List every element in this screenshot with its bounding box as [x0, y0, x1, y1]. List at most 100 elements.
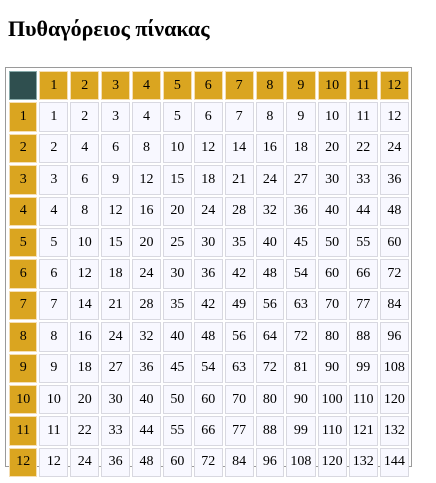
product-cell: 49	[224, 290, 254, 321]
product-cell: 30	[317, 165, 347, 195]
product-cell: 25	[162, 227, 192, 258]
product-cell: 50	[162, 384, 192, 415]
column-header: 6	[193, 71, 223, 101]
product-cell: 12	[132, 165, 161, 195]
product-cell: 88	[255, 416, 285, 446]
row-header: 8	[9, 322, 38, 352]
product-cell: 16	[70, 322, 100, 352]
product-cell: 36	[101, 447, 131, 478]
product-cell: 1	[39, 102, 69, 132]
multiplication-table: 1 2 3 4 5 6 7 8 9 10 11 12 1 1 2 3 4 5 6 7 8 9 10 11 12 2 2 4 6 8 10 12…	[7, 69, 411, 479]
product-cell: 24	[70, 447, 100, 478]
product-cell: 36	[379, 165, 409, 195]
product-cell: 54	[193, 353, 223, 383]
product-cell: 24	[255, 165, 285, 195]
product-cell: 24	[132, 259, 161, 289]
table-row: 8 8 16 24 32 40 48 56 64 72 80 88 96	[9, 322, 409, 352]
product-cell: 99	[348, 353, 378, 383]
product-cell: 6	[39, 259, 69, 289]
product-cell: 40	[255, 227, 285, 258]
product-cell: 11	[39, 416, 69, 446]
product-cell: 4	[39, 196, 69, 226]
column-header: 9	[286, 71, 316, 101]
product-cell: 60	[162, 447, 192, 478]
product-cell: 33	[101, 416, 131, 446]
product-cell: 100	[317, 384, 347, 415]
product-cell: 48	[132, 447, 161, 478]
product-cell: 8	[39, 322, 69, 352]
header-row: 1 2 3 4 5 6 7 8 9 10 11 12	[9, 71, 409, 101]
product-cell: 30	[162, 259, 192, 289]
row-header: 12	[9, 447, 38, 478]
product-cell: 20	[132, 227, 161, 258]
product-cell: 5	[39, 227, 69, 258]
column-header: 10	[317, 71, 347, 101]
product-cell: 14	[224, 133, 254, 164]
product-cell: 24	[193, 196, 223, 226]
product-cell: 54	[286, 259, 316, 289]
product-cell: 7	[224, 102, 254, 132]
product-cell: 60	[379, 227, 409, 258]
product-cell: 7	[39, 290, 69, 321]
table-row: 12 12 24 36 48 60 72 84 96 108 120 132 144	[9, 447, 409, 478]
product-cell: 16	[132, 196, 161, 226]
product-cell: 21	[224, 165, 254, 195]
product-cell: 80	[317, 322, 347, 352]
product-cell: 88	[348, 322, 378, 352]
product-cell: 18	[101, 259, 131, 289]
table-row: 4 4 8 12 16 20 24 28 32 36 40 44 48	[9, 196, 409, 226]
product-cell: 132	[379, 416, 409, 446]
row-header: 6	[9, 259, 38, 289]
product-cell: 12	[379, 102, 409, 132]
product-cell: 42	[224, 259, 254, 289]
product-cell: 84	[379, 290, 409, 321]
product-cell: 110	[348, 384, 378, 415]
product-cell: 3	[101, 102, 131, 132]
product-cell: 36	[193, 259, 223, 289]
table-row: 3 3 6 9 12 15 18 21 24 27 30 33 36	[9, 165, 409, 195]
page-title: Πυθαγόρειος πίνακας	[8, 16, 210, 41]
product-cell: 55	[348, 227, 378, 258]
product-cell: 22	[348, 133, 378, 164]
row-header: 4	[9, 196, 38, 226]
product-cell: 72	[193, 447, 223, 478]
product-cell: 8	[255, 102, 285, 132]
product-cell: 18	[286, 133, 316, 164]
product-cell: 81	[286, 353, 316, 383]
product-cell: 66	[193, 416, 223, 446]
product-cell: 45	[162, 353, 192, 383]
product-cell: 120	[317, 447, 347, 478]
product-cell: 22	[70, 416, 100, 446]
product-cell: 60	[317, 259, 347, 289]
product-cell: 16	[255, 133, 285, 164]
product-cell: 30	[193, 227, 223, 258]
row-header: 5	[9, 227, 38, 258]
product-cell: 30	[101, 384, 131, 415]
product-cell: 45	[286, 227, 316, 258]
product-cell: 144	[379, 447, 409, 478]
row-header: 11	[9, 416, 38, 446]
product-cell: 56	[224, 322, 254, 352]
product-cell: 6	[101, 133, 131, 164]
product-cell: 90	[286, 384, 316, 415]
product-cell: 132	[348, 447, 378, 478]
product-cell: 48	[193, 322, 223, 352]
product-cell: 50	[317, 227, 347, 258]
product-cell: 99	[286, 416, 316, 446]
product-cell: 108	[379, 353, 409, 383]
product-cell: 15	[162, 165, 192, 195]
product-cell: 70	[224, 384, 254, 415]
column-header: 4	[132, 71, 161, 101]
product-cell: 72	[379, 259, 409, 289]
product-cell: 9	[286, 102, 316, 132]
product-cell: 96	[379, 322, 409, 352]
product-cell: 66	[348, 259, 378, 289]
product-cell: 77	[224, 416, 254, 446]
product-cell: 12	[39, 447, 69, 478]
table-row: 7 7 14 21 28 35 42 49 56 63 70 77 84	[9, 290, 409, 321]
product-cell: 6	[70, 165, 100, 195]
row-header: 9	[9, 353, 38, 383]
product-cell: 40	[317, 196, 347, 226]
table-row: 10 10 20 30 40 50 60 70 80 90 100 110 120	[9, 384, 409, 415]
column-header: 1	[39, 71, 69, 101]
